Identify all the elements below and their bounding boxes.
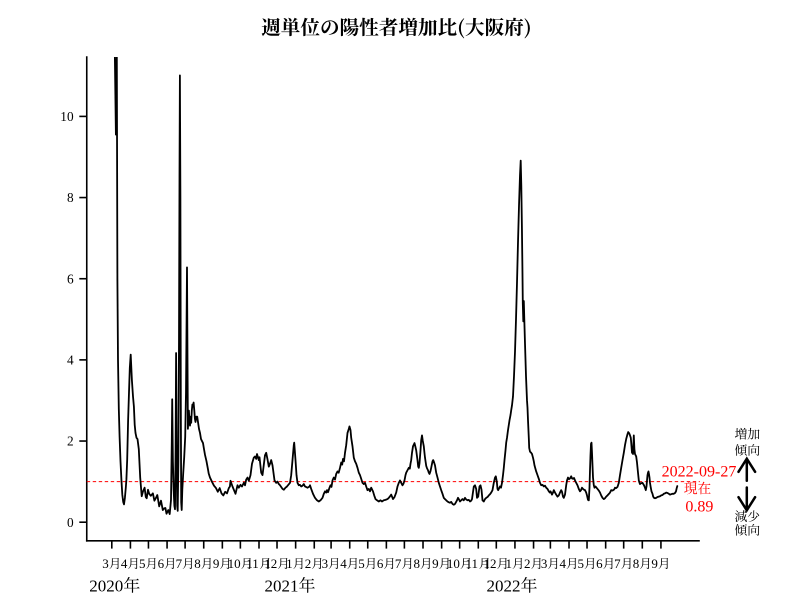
svg-text:11: 11 xyxy=(246,556,259,571)
svg-text:6: 6 xyxy=(158,556,165,571)
svg-text:9: 9 xyxy=(213,556,220,571)
svg-text:3: 3 xyxy=(102,556,109,571)
svg-text:2020: 2020 xyxy=(89,577,123,596)
svg-text:10: 10 xyxy=(60,109,74,124)
svg-text:2: 2 xyxy=(305,556,312,571)
svg-text:0.89: 0.89 xyxy=(685,498,713,515)
svg-text:4: 4 xyxy=(121,556,128,571)
svg-text:4: 4 xyxy=(340,556,347,571)
svg-text:2: 2 xyxy=(67,434,74,449)
svg-text:4: 4 xyxy=(67,352,74,367)
svg-text:5: 5 xyxy=(358,556,365,571)
svg-text:1: 1 xyxy=(286,556,293,571)
svg-text:3: 3 xyxy=(322,556,329,571)
svg-text:7: 7 xyxy=(614,556,621,571)
svg-text:6: 6 xyxy=(596,556,603,571)
svg-text:5: 5 xyxy=(578,556,585,571)
svg-text:11: 11 xyxy=(466,556,479,571)
svg-text:6: 6 xyxy=(67,271,74,286)
svg-text:1: 1 xyxy=(505,556,512,571)
svg-text:6: 6 xyxy=(377,556,384,571)
svg-text:7: 7 xyxy=(395,556,402,571)
svg-text:8: 8 xyxy=(633,556,640,571)
svg-text:7: 7 xyxy=(176,556,183,571)
svg-text:9: 9 xyxy=(651,556,658,571)
svg-text:8: 8 xyxy=(67,190,74,205)
svg-text:10: 10 xyxy=(447,556,460,571)
svg-text:2022-09-27: 2022-09-27 xyxy=(662,463,737,480)
svg-text:9: 9 xyxy=(432,556,439,571)
svg-text:2: 2 xyxy=(524,556,531,571)
svg-text:12: 12 xyxy=(264,556,277,571)
svg-text:0: 0 xyxy=(67,515,74,530)
svg-text:3: 3 xyxy=(541,556,548,571)
svg-text:5: 5 xyxy=(139,556,146,571)
svg-text:2021: 2021 xyxy=(265,577,299,596)
svg-text:4: 4 xyxy=(560,556,567,571)
svg-text:8: 8 xyxy=(414,556,421,571)
svg-text:12: 12 xyxy=(484,556,497,571)
svg-text:8: 8 xyxy=(194,556,201,571)
svg-text:2022: 2022 xyxy=(487,577,521,596)
svg-text:10: 10 xyxy=(228,556,241,571)
